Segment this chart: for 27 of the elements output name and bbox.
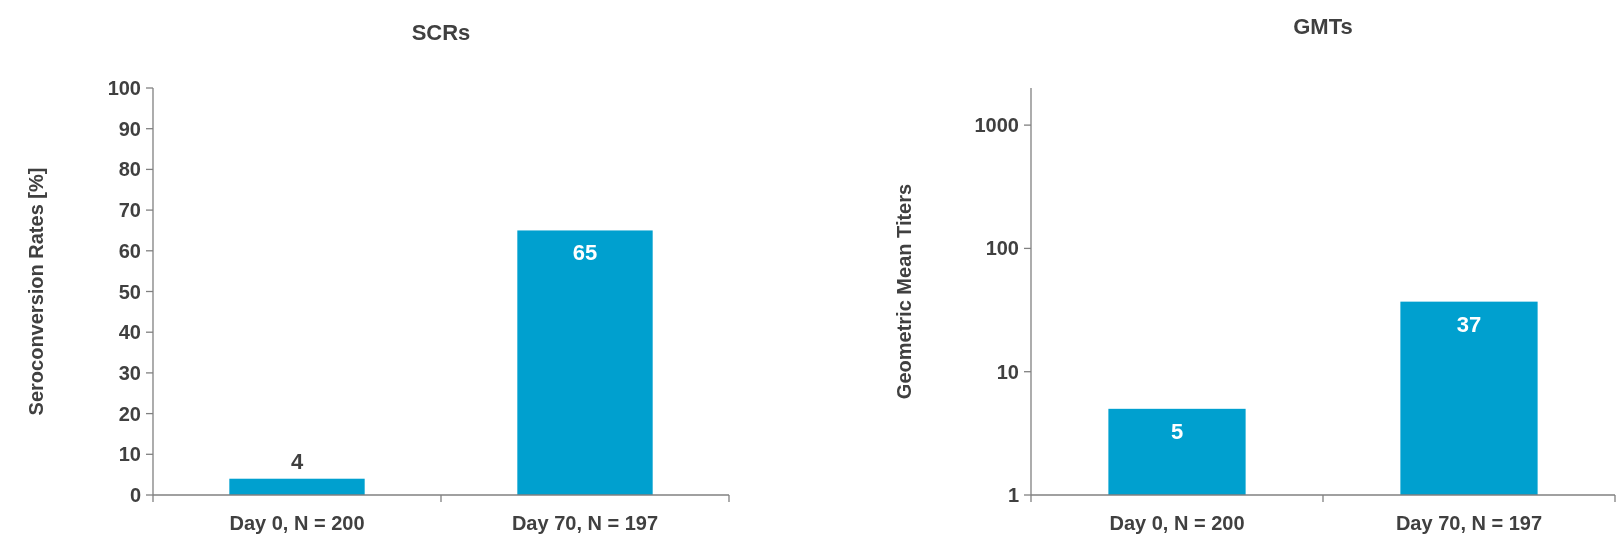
y-tick-label: 10 [118,443,141,466]
y-tick-label: 90 [118,117,141,140]
y-tick-label: 100 [107,77,141,99]
data-label: 4 [290,448,304,474]
y-tick-label: 1000 [974,114,1019,137]
data-label: 37 [1456,311,1482,337]
chart-title: SCRs [411,20,471,45]
y-tick-label: 1 [1007,484,1019,506]
y-tick-label: 60 [118,239,141,262]
y-tick-label: 50 [118,280,141,303]
data-label: 5 [1170,418,1184,444]
y-tick-label: 20 [118,402,141,425]
x-tick-label: Day 0, N = 200 [1109,512,1245,534]
y-tick-label: 100 [985,237,1019,260]
x-tick-label: Day 0, N = 200 [229,512,365,534]
data-label: 65 [572,240,598,266]
y-axis-title: Seroconversion Rates [%] [25,167,47,416]
y-tick-label: 40 [118,321,141,344]
y-axis-title: Geometric Mean Titers [893,183,915,400]
y-tick-label: 10 [996,360,1019,383]
x-tick-label: Day 70, N = 197 [1395,512,1543,534]
y-tick-label: 30 [118,361,141,384]
y-tick-label: 80 [118,158,141,181]
y-tick-label: 70 [118,199,141,222]
y-tick-label: 0 [129,484,141,506]
x-tick-label: Day 70, N = 197 [511,512,659,534]
chart-title: GMTs [1293,14,1353,39]
